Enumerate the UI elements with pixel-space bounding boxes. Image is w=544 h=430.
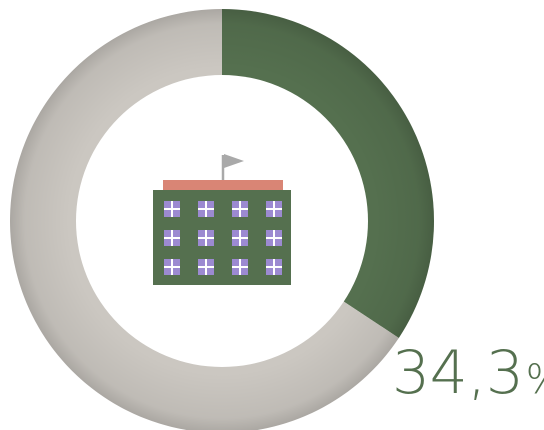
- window-icon: [266, 201, 282, 217]
- school-building-icon: [153, 154, 291, 285]
- building-roof: [163, 180, 283, 191]
- window-icon: [164, 230, 180, 246]
- flag-icon: [224, 154, 244, 168]
- window-icon: [198, 230, 214, 246]
- percentage-unit: %: [526, 357, 544, 403]
- window-icon: [266, 230, 282, 246]
- window-icon: [266, 259, 282, 275]
- window-icon: [164, 259, 180, 275]
- window-icon: [198, 201, 214, 217]
- building-windows: [164, 201, 282, 275]
- window-icon: [164, 201, 180, 217]
- window-icon: [232, 201, 248, 217]
- percentage-value: 34,3: [392, 338, 524, 408]
- window-icon: [232, 230, 248, 246]
- window-icon: [198, 259, 214, 275]
- percentage-label: 34,3%: [392, 343, 544, 403]
- window-icon: [232, 259, 248, 275]
